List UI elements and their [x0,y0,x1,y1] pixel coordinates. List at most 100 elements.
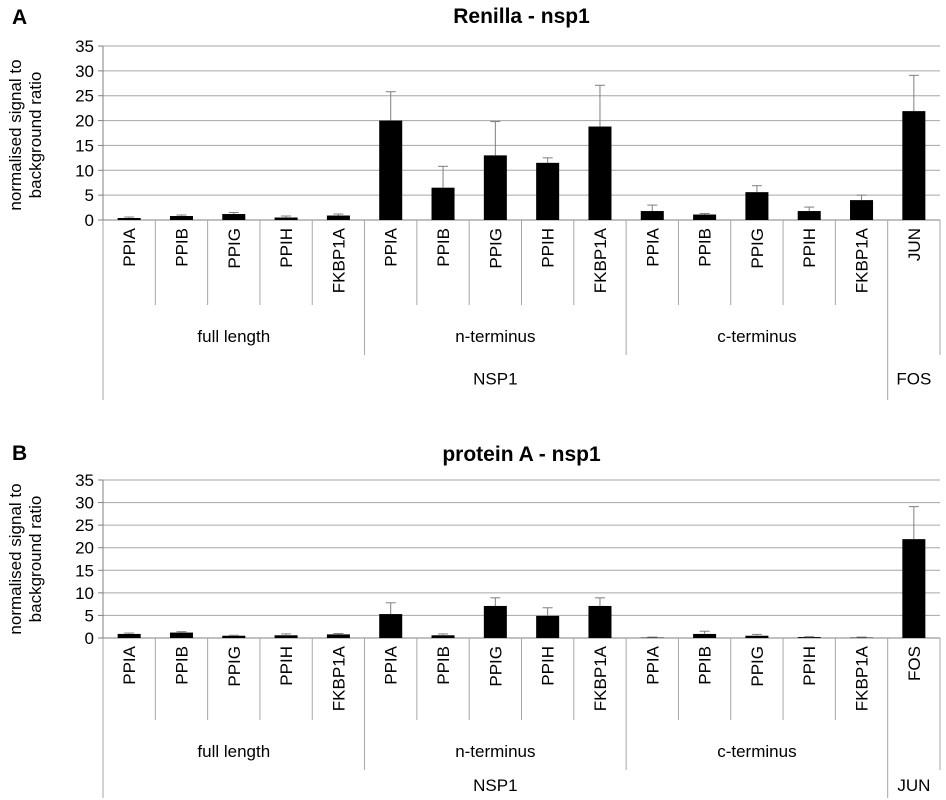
supergroup-label: NSP1 [473,370,517,389]
bar [431,187,455,220]
chart-title: protein A - nsp1 [442,443,601,466]
category-label: PPIB [434,646,453,685]
category-label: PPIG [225,228,244,269]
y-tick-label: 15 [75,136,94,155]
category-label: FOS [905,646,924,681]
bar [640,211,664,220]
y-tick-label: 10 [75,584,94,603]
category-label: PPIG [748,646,767,687]
y-axis-label-line: normalised signal to [6,483,25,634]
category-label: PPIA [643,645,662,684]
y-tick-label: 35 [75,471,94,490]
y-axis-label: normalised signal tobackground ratio [6,59,45,210]
group-label: c-terminus [717,742,796,761]
bar [326,634,350,638]
category-label: PPIA [382,227,401,266]
category-label: PPIA [120,227,139,266]
bar [326,215,350,220]
chart-title: Renilla - nsp1 [453,5,590,28]
y-tick-label: 25 [75,87,94,106]
category-label: PPIA [382,645,401,684]
y-axis-label-line: background ratio [26,496,45,623]
y-tick-label: 30 [75,62,94,81]
category-label: FKBP1A [329,227,348,293]
bar [588,605,612,638]
group-label: n-terminus [455,327,535,346]
category-label: FKBP1A [591,227,610,293]
category-label: PPIA [643,227,662,266]
panel-label: A [12,6,27,29]
category-label: PPIG [748,228,767,269]
bar [902,111,926,220]
bar [797,211,821,220]
y-tick-label: 5 [85,606,94,625]
bar [745,192,769,220]
category-label: PPIB [434,228,453,267]
bar [379,120,403,220]
group-label: c-terminus [717,327,796,346]
category-label: PPIG [225,646,244,687]
category-label: PPIH [800,646,819,686]
bar [379,614,403,638]
category-label: PPIH [539,228,558,268]
category-label: PPIB [172,228,191,267]
bar [274,217,298,220]
bar [117,633,141,638]
y-tick-label: 20 [75,112,94,131]
bar [274,635,298,638]
bar [431,635,455,638]
y-tick-label: 15 [75,561,94,580]
y-tick-label: 35 [75,37,94,56]
chart-panel-a: A Renilla - nsp1 normalised signal tobackg… [6,5,941,400]
bar [693,214,717,220]
category-label: PPIH [277,228,296,268]
supergroup-label: FOS [896,370,931,389]
bar [117,218,141,220]
group-label: n-terminus [455,742,535,761]
bar [169,216,193,220]
category-label: FKBP1A [853,645,872,711]
category-label: PPIB [172,646,191,685]
supergroup-label: NSP1 [473,776,517,795]
category-label: PPIB [696,228,715,267]
category-label: PPIG [486,646,505,687]
y-axis-label-line: background ratio [26,72,45,199]
bar [169,632,193,638]
y-tick-label: 20 [75,539,94,558]
panel-label: B [12,442,27,465]
category-label: FKBP1A [329,645,348,711]
bar [850,200,874,220]
group-label: full length [197,327,270,346]
category-label: PPIH [539,646,558,686]
bar [536,162,560,220]
bar [222,214,246,220]
category-label: PPIA [120,645,139,684]
bar [797,637,821,638]
y-tick-label: 25 [75,516,94,535]
category-label: PPIG [486,228,505,269]
bar [483,605,507,638]
category-label: PPIH [277,646,296,686]
category-label: PPIH [800,228,819,268]
y-tick-label: 10 [75,161,94,180]
bar [902,539,926,638]
category-label: JUN [905,228,924,261]
bar [483,155,507,220]
category-label: FKBP1A [853,227,872,293]
bar [588,126,612,220]
y-tick-label: 5 [85,186,94,205]
y-tick-label: 30 [75,494,94,513]
group-label: full length [197,742,270,761]
category-label: FKBP1A [591,645,610,711]
y-tick-label: 0 [85,629,94,648]
supergroup-label: JUN [897,776,930,795]
bar [536,615,560,638]
y-axis-label: normalised signal tobackground ratio [6,483,45,634]
bar [745,635,769,638]
bar [693,633,717,638]
category-label: PPIB [696,646,715,685]
y-tick-label: 0 [85,211,94,230]
bar [222,635,246,638]
